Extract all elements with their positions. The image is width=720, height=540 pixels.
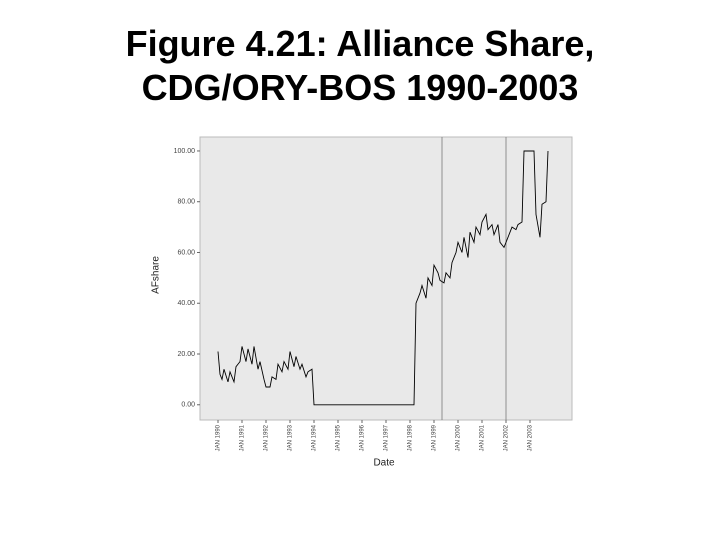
x-tick-label: JAN 1996 <box>360 424 366 451</box>
y-tick-label: 80.00 <box>177 199 195 206</box>
x-tick-label: JAN 1994 <box>312 424 318 451</box>
x-tick-label: JAN 1991 <box>240 424 246 451</box>
x-tick-label: JAN 2000 <box>456 424 462 451</box>
x-tick-label: JAN 1992 <box>264 424 270 451</box>
y-tick-label: 0.00 <box>181 402 195 409</box>
y-tick-label: 20.00 <box>177 351 195 358</box>
y-tick-label: 100.00 <box>174 148 196 155</box>
plot-area <box>199 136 573 421</box>
x-tick-label: JAN 2001 <box>480 424 486 451</box>
y-tick-label: 40.00 <box>177 300 195 307</box>
x-tick-label: JAN 1995 <box>336 424 342 451</box>
x-tick-label: JAN 1998 <box>408 424 414 451</box>
x-tick-label: JAN 2002 <box>504 424 510 451</box>
x-tick-label: JAN 1993 <box>288 424 294 451</box>
x-axis-label: Date <box>373 458 395 469</box>
x-tick-label: JAN 1997 <box>384 424 390 451</box>
data-line <box>217 150 549 406</box>
x-tick-label: JAN 1990 <box>216 424 222 451</box>
slide-title: Figure 4.21: Alliance Share, CDG/ORY-BOS… <box>125 23 595 108</box>
x-tick-label: JAN 1999 <box>432 424 438 451</box>
x-tick-label: JAN 2003 <box>528 424 534 451</box>
y-tick-label: 60.00 <box>177 249 195 256</box>
y-axis-label: AFshare <box>151 256 162 294</box>
